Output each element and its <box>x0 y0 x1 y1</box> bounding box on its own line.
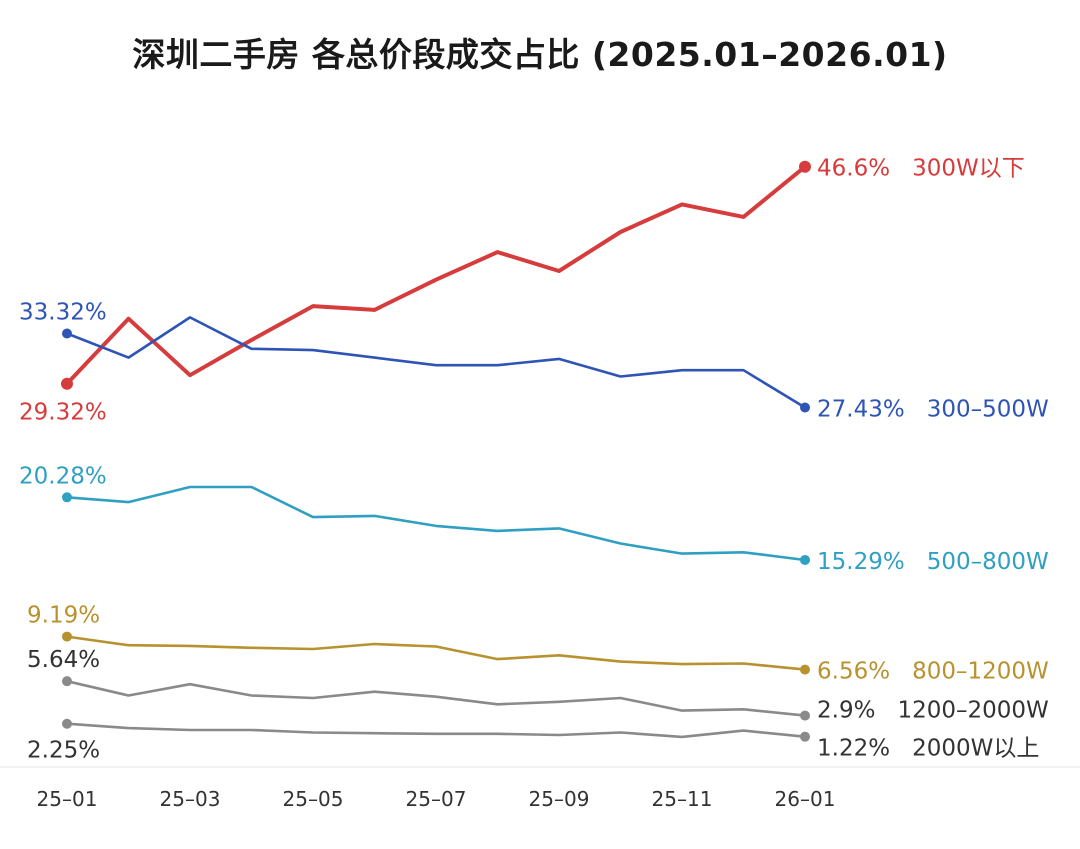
x-tick-label-3: 25–07 <box>406 787 467 811</box>
series-labels: 29.32% 46.6% 300W以下 33.32% 27.43% 300–500W 20.… <box>19 156 1049 764</box>
series-end-point-1 <box>800 402 810 413</box>
x-tick-label-4: 25–09 <box>529 787 590 811</box>
series-name-label-1: 300–500W <box>927 396 1049 422</box>
series-end-point-4 <box>800 710 810 721</box>
series-end-value-label-3: 6.56% <box>817 659 890 685</box>
series-end-point-0 <box>799 160 811 173</box>
series-start-value-label-4: 5.64% <box>27 647 100 673</box>
series-start-value-label-0: 29.32% <box>19 400 107 426</box>
series-start-value-label-1: 33.32% <box>19 300 107 326</box>
series-end-value-label-1: 27.43% <box>817 396 905 422</box>
series-start-point-3 <box>62 631 72 642</box>
series-lines <box>61 160 811 742</box>
series-end-value-label-4: 2.9% <box>817 698 875 724</box>
series-start-point-5 <box>62 718 72 729</box>
series-end-value-label-2: 15.29% <box>817 549 905 575</box>
series-name-label-0: 300W以下 <box>912 156 1025 182</box>
series-name-label-2: 500–800W <box>927 549 1049 575</box>
x-tick-label-2: 25–05 <box>283 787 344 811</box>
series-end-value-label-0: 46.6% <box>817 156 890 182</box>
series-name-label-4: 1200–2000W <box>897 698 1048 724</box>
x-tick-label-6: 26–01 <box>775 787 836 811</box>
series-start-point-0 <box>61 377 73 390</box>
series-end-value-label-5: 1.22% <box>817 736 890 762</box>
series-end-point-3 <box>800 664 810 675</box>
x-tick-label-0: 25–01 <box>37 787 98 811</box>
series-start-value-label-5: 2.25% <box>27 738 100 764</box>
series-start-point-1 <box>62 328 72 339</box>
x-axis-ticks: 25–01 25–03 25–05 25–07 25–09 25–11 26–01 <box>37 787 836 811</box>
series-end-point-2 <box>800 554 810 565</box>
series-name-label-5: 2000W以上 <box>912 736 1039 762</box>
series-line-300-500w-1 <box>65 316 807 409</box>
series-line-2000w-5 <box>65 722 807 739</box>
series-start-value-label-2: 20.28% <box>19 463 107 489</box>
series-start-value-label-3: 9.19% <box>27 603 100 629</box>
series-line-500-800w-2 <box>65 485 807 562</box>
chart-title: 深圳二手房 各总价段成交占比 (2025.01–2026.01) <box>132 35 948 74</box>
series-start-point-2 <box>62 492 72 503</box>
series-line-1200-2000w-4 <box>65 679 807 717</box>
x-tick-label-1: 25–03 <box>160 787 221 811</box>
series-line-800-1200w-3 <box>65 635 807 671</box>
series-end-point-5 <box>800 731 810 742</box>
series-name-label-3: 800–1200W <box>912 659 1049 685</box>
x-tick-label-5: 25–11 <box>652 787 713 811</box>
series-line-300w-0 <box>65 164 807 386</box>
series-start-point-4 <box>62 676 72 687</box>
